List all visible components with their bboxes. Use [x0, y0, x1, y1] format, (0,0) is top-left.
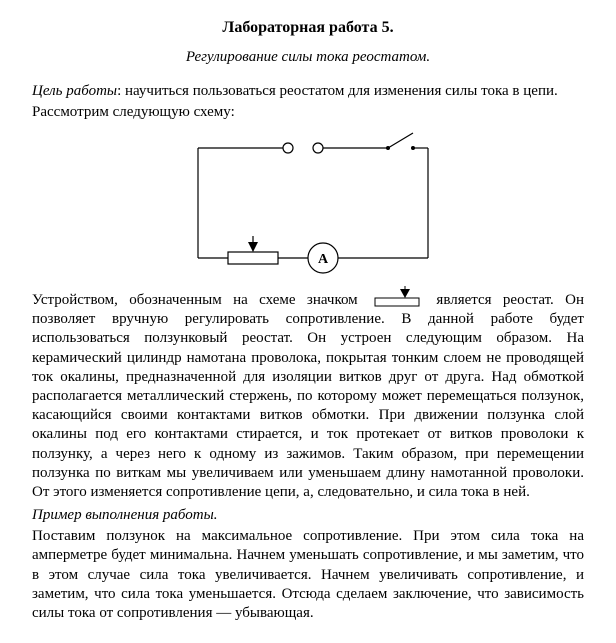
lab-subtitle: Регулирование силы тока реостатом. — [32, 48, 584, 67]
body-paragraph-1: Устройством, обозначенным на схеме значк… — [32, 286, 584, 502]
circuit-diagram-wrap: A — [32, 128, 584, 278]
rheostat-inline-icon — [373, 286, 421, 308]
body1-after-icon: является реостат. Он позволяет вручную р… — [32, 292, 584, 500]
goal-label: Цель работы — [32, 83, 117, 99]
lab-title: Лабораторная работа 5. — [32, 18, 584, 38]
circuit-diagram: A — [158, 128, 458, 278]
consider-line: Рассмотрим следующую схему: — [32, 103, 584, 122]
body-paragraph-2: Поставим ползунок на максимальное сопрот… — [32, 527, 584, 623]
goal-line: Цель работы: научиться пользоваться реос… — [32, 82, 584, 101]
example-label: Пример выполнения работы. — [32, 506, 584, 525]
body1-before-icon: Устройством, обозначенным на схеме значк… — [32, 292, 369, 308]
goal-text: : научиться пользоваться реостатом для и… — [117, 83, 558, 99]
ammeter-label: A — [318, 252, 329, 267]
